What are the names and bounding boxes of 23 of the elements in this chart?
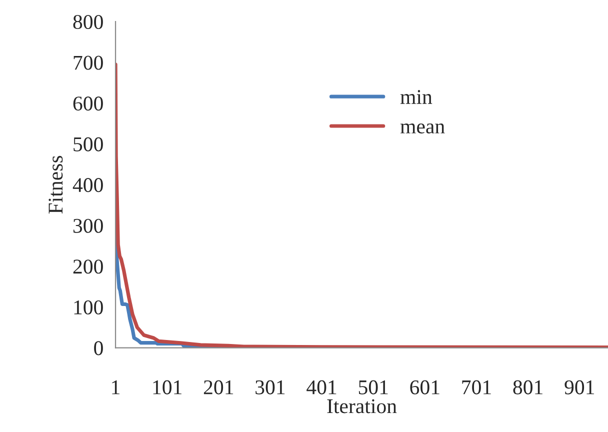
- y-tick-label: 500: [74, 137, 103, 152]
- y-tick-label: 300: [73, 218, 103, 233]
- x-axis-title: Iteration: [327, 399, 397, 414]
- x-tick-label: 601: [410, 380, 440, 394]
- y-tick-label: 600: [73, 96, 103, 111]
- y-tick-label: 800: [73, 14, 103, 30]
- y-tick-label: 700: [74, 56, 103, 70]
- x-tick-label: 301: [256, 380, 285, 394]
- legend-label: mean: [400, 123, 445, 134]
- x-tick-label: 801: [513, 380, 542, 394]
- x-tick-label: 401: [306, 380, 336, 394]
- y-tick-label: 100: [74, 300, 103, 314]
- y-tick-label: 200: [73, 260, 103, 274]
- y-axis-title: Fitness: [48, 156, 63, 214]
- x-tick-label: 1: [112, 380, 120, 394]
- x-tick-label: 501: [358, 380, 388, 394]
- x-tick-label: 101: [153, 380, 182, 394]
- y-tick-label: 0: [94, 341, 103, 356]
- legend-label: min: [400, 90, 432, 104]
- x-tick-label: 901: [564, 380, 594, 394]
- x-tick-label: 201: [204, 380, 234, 394]
- y-tick-label: 400: [72, 178, 103, 192]
- x-tick-label: 701: [462, 380, 491, 394]
